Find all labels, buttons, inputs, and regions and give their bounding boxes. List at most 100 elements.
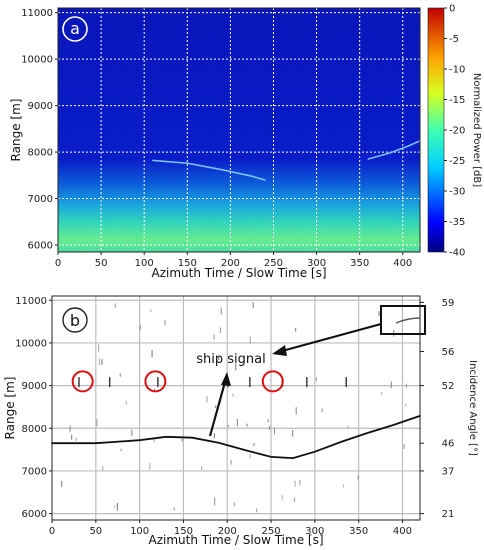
speckle xyxy=(405,383,408,388)
panel-b-ytick-label: 11000 xyxy=(15,296,47,307)
ship-signal-label: ship signal xyxy=(196,352,265,367)
speckle xyxy=(125,401,127,405)
speckle xyxy=(292,430,294,437)
panel-a-xtick-label: 250 xyxy=(264,258,283,269)
panel-b-speckles xyxy=(60,302,408,513)
colorbar-tick-label: -10 xyxy=(449,65,465,76)
colorbar xyxy=(427,7,445,253)
speckle xyxy=(98,344,100,352)
ship-signal-box xyxy=(380,305,426,335)
speckle xyxy=(252,302,254,309)
speckle xyxy=(98,358,101,366)
panel-a-xtick-label: 0 xyxy=(55,258,61,269)
panel-b-ytick-label: 10000 xyxy=(15,338,47,349)
panel-a-xtick-label: 150 xyxy=(178,258,197,269)
target-streak xyxy=(249,377,251,388)
speckle xyxy=(357,475,359,480)
speckle xyxy=(299,479,301,486)
speckle xyxy=(405,403,407,407)
panel-b-ytick-label: 6000 xyxy=(22,509,47,520)
panel-b-badge xyxy=(62,307,88,333)
panel-b-xtick-label: 150 xyxy=(174,526,193,537)
speckle xyxy=(267,419,269,423)
panel-b-track-0 xyxy=(51,415,421,460)
panel-b-y2tick-label: 52 xyxy=(442,381,455,392)
colorbar-tick-label: -25 xyxy=(449,156,465,167)
panel-a-xtick-label: 300 xyxy=(307,258,326,269)
panel-b-xtick-label: 350 xyxy=(349,526,368,537)
speckle xyxy=(215,405,217,409)
speckle xyxy=(403,444,405,449)
panel-b-xtick-label: 100 xyxy=(130,526,149,537)
speckle xyxy=(293,497,296,503)
panel-a-track-0 xyxy=(152,159,266,181)
panel-a-ytick-label: 8000 xyxy=(28,148,53,159)
speckle xyxy=(268,425,271,430)
speckle xyxy=(96,418,98,427)
speckle xyxy=(131,429,133,436)
panel-b-xtick-label: 400 xyxy=(393,526,412,537)
panel-a-xtick-label: 350 xyxy=(350,258,369,269)
target-streak xyxy=(345,377,347,388)
colorbar-ticks: 0 -5 -10 -15 -20 -25 -30 -35 -40 xyxy=(444,4,465,259)
panel-a-xtick-label: 50 xyxy=(95,258,108,269)
panel-a-track-1 xyxy=(367,140,421,160)
panel-a-grid xyxy=(58,8,420,252)
speckle xyxy=(60,480,63,487)
colorbar-tick-label: -40 xyxy=(449,248,465,259)
speckle xyxy=(220,307,222,315)
panel-a-badge xyxy=(62,16,88,42)
speckle xyxy=(151,350,153,358)
panel-b-xtick-label: 300 xyxy=(305,526,324,537)
arrow-from-track-head xyxy=(221,372,231,386)
panel-b-ytick-label: 7000 xyxy=(22,466,47,477)
panel-b-xtick-label: 50 xyxy=(89,526,102,537)
speckle xyxy=(232,393,234,397)
panel-b-series xyxy=(51,415,421,460)
speckle xyxy=(294,328,297,332)
speckle xyxy=(218,355,220,361)
panel-a-ylabel: Range [m] xyxy=(9,99,23,162)
panel-a-xtick-label: 400 xyxy=(393,258,412,269)
speckle xyxy=(315,377,318,381)
panel-b-badge-label: b xyxy=(70,311,80,330)
speckle xyxy=(153,388,155,392)
panel-b-xtick-label: 200 xyxy=(218,526,237,537)
speckle xyxy=(181,438,183,442)
panel-b-xtick-label: 0 xyxy=(49,526,55,537)
speckle xyxy=(206,396,208,403)
panel-b-ytick-label: 8000 xyxy=(22,424,47,435)
panel-a-series xyxy=(152,140,421,181)
panel-b-y2tick-label: 59 xyxy=(442,298,455,309)
speckle xyxy=(273,427,276,435)
speckle xyxy=(256,508,258,513)
speckle xyxy=(119,373,121,377)
target-circle-1 xyxy=(144,370,167,393)
panel-b-ylabel: Range [m] xyxy=(3,377,17,440)
colorbar-tick-label: -20 xyxy=(449,126,465,137)
speckle xyxy=(102,465,104,471)
speckle xyxy=(120,448,122,451)
panel-b-y2tick-label: 46 xyxy=(442,439,455,450)
panel-a-x-ticks: 0 50 100 150 200 250 300 350 400 xyxy=(55,252,412,269)
colorbar-tick-label: -30 xyxy=(449,187,465,198)
panel-a-ytick-label: 11000 xyxy=(21,8,53,19)
target-circle-2 xyxy=(261,370,284,393)
panel-a-badge-label: a xyxy=(70,19,80,38)
colorbar-tick-label: -5 xyxy=(449,34,459,45)
speckle xyxy=(236,418,239,427)
panel-a-ytick-label: 10000 xyxy=(21,55,53,66)
panel-b-y2tick-label: 21 xyxy=(442,509,455,520)
speckle xyxy=(150,309,152,312)
panel-b-plot-area xyxy=(52,296,420,520)
panel-b-xlabel: Azimuth Time / Slow Time [s] xyxy=(148,533,323,547)
speckle xyxy=(233,502,235,507)
speckle xyxy=(214,497,216,506)
speckle xyxy=(347,425,349,429)
panel-b-y2tick-label: 37 xyxy=(442,466,455,477)
panel-b-ytick-label: 9000 xyxy=(22,381,47,392)
panel-a: 0 50 100 150 200 250 300 350 400 6000 7000 8000 900… xyxy=(9,4,482,281)
speckle xyxy=(390,381,392,389)
annotation-arrows xyxy=(208,322,382,437)
